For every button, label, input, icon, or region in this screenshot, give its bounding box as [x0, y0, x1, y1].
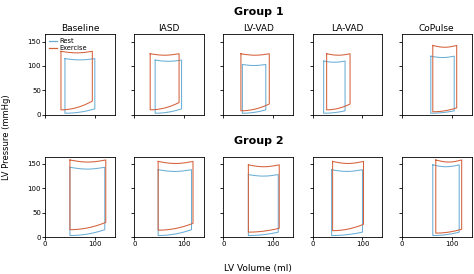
Text: Group 2: Group 2 [234, 136, 283, 145]
Title: IASD: IASD [158, 24, 180, 33]
Title: LV-VAD: LV-VAD [243, 24, 274, 33]
Legend: Rest, Exercise: Rest, Exercise [48, 38, 88, 52]
Text: LV Pressure (mmHg): LV Pressure (mmHg) [2, 94, 11, 180]
Title: LA-VAD: LA-VAD [331, 24, 364, 33]
Text: LV Volume (ml): LV Volume (ml) [224, 264, 292, 273]
Title: CoPulse: CoPulse [419, 24, 455, 33]
Text: Group 1: Group 1 [234, 7, 283, 17]
Title: Baseline: Baseline [61, 24, 99, 33]
